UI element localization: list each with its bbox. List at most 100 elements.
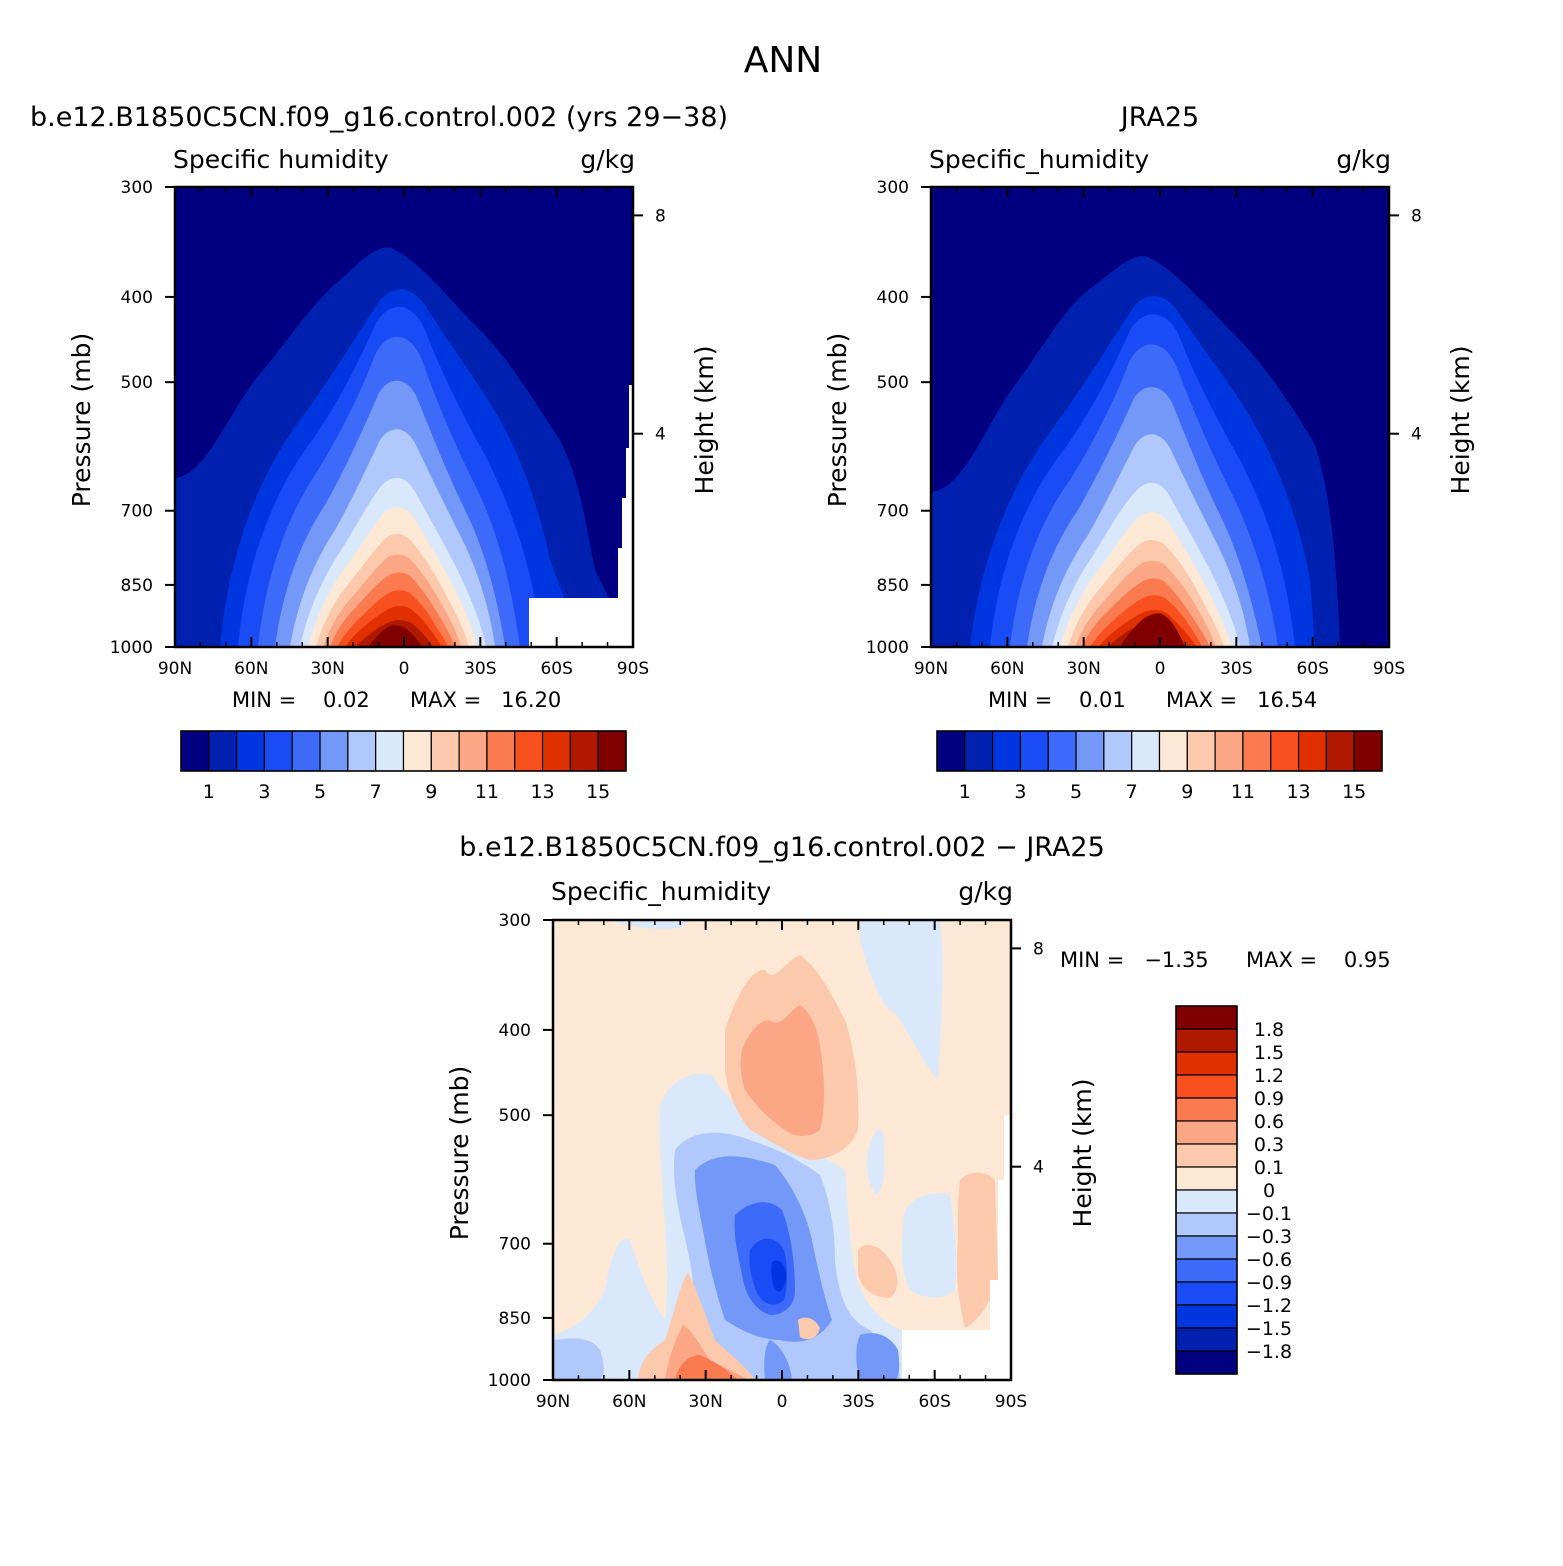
colorbar-label: 1.2 — [1254, 1065, 1284, 1087]
y2-axis-title: Height (km) — [1446, 346, 1475, 495]
y2-tick-label: 4 — [1033, 1158, 1044, 1178]
min-value-text: MIN = −1.35 — [1060, 948, 1209, 972]
colorbar-swatch — [1158, 730, 1188, 772]
colorbar-label: 1 — [959, 781, 971, 803]
contour-band — [858, 1244, 898, 1298]
contour-band — [1120, 613, 1185, 647]
panel-difference: b.e12.B1850C5CN.f09_g16.control.002 − JR… — [445, 832, 1391, 1412]
contour-band — [856, 1333, 900, 1380]
colorbar-swatch — [319, 730, 349, 772]
colorbar-frame — [180, 730, 627, 772]
y-tick-label: 400 — [877, 288, 909, 308]
y2-tick-label: 8 — [1411, 206, 1422, 226]
contour-field — [553, 920, 1011, 1380]
colorbar-swatch — [1175, 1281, 1238, 1306]
colorbar-swatch — [458, 730, 488, 772]
y2-axis-title: Height (km) — [690, 346, 719, 495]
x-tick-label: 30S — [1220, 659, 1252, 679]
colorbar-swatch — [208, 730, 238, 772]
x-tick-label: 60S — [918, 1392, 950, 1412]
colorbar-swatch — [1131, 730, 1161, 772]
colorbar-swatch — [1175, 1051, 1238, 1076]
x-tick-label: 60S — [540, 659, 572, 679]
min-value-text: MIN = 0.02 — [232, 688, 370, 712]
y-tick-label: 1000 — [488, 1371, 531, 1391]
colorbar-swatch — [514, 730, 544, 772]
y-axis-title: Pressure (mb) — [445, 1066, 474, 1240]
colorbar-label: 3 — [1014, 781, 1026, 803]
units-label: g/kg — [1336, 145, 1391, 174]
y2-tick-label: 4 — [1411, 425, 1422, 445]
variable-label: Specific_humidity — [551, 877, 771, 906]
colorbar-swatch — [1175, 1028, 1238, 1053]
colorbar-swatch — [1019, 730, 1049, 772]
max-value-text: MAX = 0.95 — [1246, 948, 1391, 972]
colorbar-label: 5 — [1070, 781, 1082, 803]
contour-band — [798, 1317, 820, 1340]
x-tick-label: 30N — [310, 659, 344, 679]
y-tick-label: 700 — [121, 502, 153, 522]
panel-model: b.e12.B1850C5CN.f09_g16.control.002 (yrs… — [30, 102, 728, 803]
colorbar-label: 0 — [1263, 1180, 1275, 1202]
colorbar-swatch — [1175, 1189, 1238, 1214]
contour-band — [638, 1272, 755, 1380]
x-tick-label: 30S — [464, 659, 496, 679]
colorbar-swatch — [402, 730, 432, 772]
colorbar-swatch — [569, 730, 599, 772]
y2-tick-label: 8 — [655, 206, 666, 226]
colorbar-label: 9 — [1181, 781, 1193, 803]
colorbar-label: 0.1 — [1254, 1157, 1284, 1179]
variable-label: Specific_humidity — [929, 145, 1149, 174]
y-tick-label: 500 — [121, 373, 153, 393]
colorbar-swatch — [597, 730, 627, 772]
colorbar: 1.81.51.20.90.60.30.10−0.1−0.3−0.6−0.9−1… — [1175, 1005, 1292, 1375]
x-tick-label: 90N — [914, 659, 948, 679]
colorbar-label: −1.2 — [1246, 1295, 1292, 1317]
y-tick-label: 400 — [499, 1021, 531, 1041]
colorbar-swatch — [1175, 1235, 1238, 1260]
colorbar-label: 0.9 — [1254, 1088, 1284, 1110]
colorbar-label: 3 — [258, 781, 270, 803]
contour-band — [771, 1260, 787, 1292]
colorbar-swatch — [1175, 1258, 1238, 1283]
contour-band — [368, 625, 422, 647]
colorbar-label: −1.5 — [1246, 1318, 1292, 1340]
y-tick-label: 700 — [877, 502, 909, 522]
colorbar-swatch — [291, 730, 321, 772]
colorbar-swatch — [992, 730, 1022, 772]
colorbar-swatch — [1103, 730, 1133, 772]
x-tick-label: 60S — [1296, 659, 1328, 679]
no-data-area — [902, 1115, 1011, 1380]
colorbar-swatch — [180, 730, 210, 772]
colorbar-swatch — [1242, 730, 1272, 772]
colorbar-label: 15 — [1342, 781, 1366, 803]
colorbar-label: 7 — [1126, 781, 1138, 803]
panel-title: b.e12.B1850C5CN.f09_g16.control.002 (yrs… — [30, 102, 728, 133]
colorbar-frame — [1175, 1005, 1238, 1375]
colorbar-label: −0.9 — [1246, 1272, 1292, 1294]
colorbar-label: 5 — [314, 781, 326, 803]
colorbar-swatch — [541, 730, 571, 772]
variable-label: Specific humidity — [173, 145, 389, 174]
colorbar-swatch — [1270, 730, 1300, 772]
units-label: g/kg — [958, 877, 1013, 906]
contour-field — [175, 187, 633, 647]
y2-tick-label: 8 — [1033, 939, 1044, 959]
x-tick-label: 30N — [688, 1392, 722, 1412]
colorbar-frame — [936, 730, 1383, 772]
no-data-area — [529, 385, 633, 647]
units-label: g/kg — [580, 145, 635, 174]
contour-band — [675, 1355, 738, 1380]
max-value-text: MAX = 16.54 — [1166, 688, 1317, 712]
colorbar-label: 11 — [1231, 781, 1255, 803]
axes: 90N 60N 30N 0 30S 60S 90S 300 400 500 700 850 1000 8 4… — [823, 178, 1475, 679]
y-axis-title: Pressure (mb) — [67, 333, 96, 507]
figure-title: ANN — [744, 40, 823, 81]
panel-reanalysis: JRA25 Specific_humidity g/kg 90N 60N 30N 0 3… — [823, 102, 1475, 803]
x-tick-label: 60N — [612, 1392, 646, 1412]
colorbar-label: 11 — [475, 781, 499, 803]
contour-band — [860, 920, 943, 1080]
colorbar-swatch — [263, 730, 293, 772]
colorbar-swatch — [1075, 730, 1105, 772]
colorbar-swatch — [1175, 1120, 1238, 1145]
